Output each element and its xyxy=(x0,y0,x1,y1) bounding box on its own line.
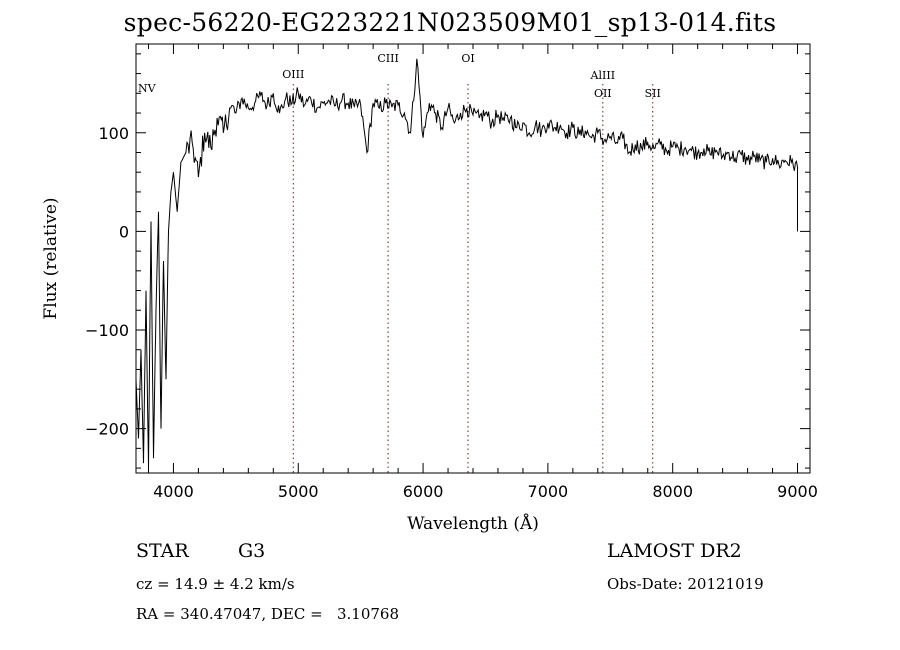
chart-title: spec-56220-EG223221N023509M01_sp13-014.f… xyxy=(123,8,777,37)
axis-ticks: 4000 5000 6000 7000 8000 9000 −200 −100 0 100 xyxy=(85,44,818,501)
x-tick-label: 5000 xyxy=(278,482,319,501)
line-marker-label: OI xyxy=(461,52,474,65)
spectrum-line xyxy=(135,58,798,469)
ra-dec: RA = 340.47047, DEC = 3.10768 xyxy=(136,605,400,623)
redshift-cz: cz = 14.9 ± 4.2 km/s xyxy=(136,575,295,593)
line-marker-label: OII xyxy=(594,87,612,100)
y-tick-label: 100 xyxy=(98,124,129,143)
x-tick-label: 7000 xyxy=(528,482,569,501)
line-marker-label: AlIII xyxy=(590,69,616,82)
y-axis-label: Flux (relative) xyxy=(41,197,61,319)
series-group xyxy=(135,58,798,469)
line-marker-label: NV xyxy=(138,82,157,95)
x-tick-label: 8000 xyxy=(652,482,693,501)
line-markers: NV OIII CIII OI AlIII OII SII xyxy=(138,52,661,473)
y-tick-label: 0 xyxy=(119,222,129,241)
x-tick-label: 9000 xyxy=(777,482,818,501)
y-tick-label: −200 xyxy=(85,420,129,439)
line-marker-label: OIII xyxy=(282,68,304,81)
x-tick-label: 6000 xyxy=(403,482,444,501)
y-tick-label: −100 xyxy=(85,321,129,340)
object-type: STAR xyxy=(136,540,189,562)
x-tick-label: 4000 xyxy=(153,482,194,501)
object-subclass: G3 xyxy=(238,540,266,562)
x-axis-label: Wavelength (Å) xyxy=(407,513,539,534)
survey-name: LAMOST DR2 xyxy=(607,540,742,562)
line-marker-label: SII xyxy=(645,87,661,100)
line-marker-label: CIII xyxy=(377,52,398,65)
observation-date: Obs-Date: 20121019 xyxy=(607,575,764,593)
